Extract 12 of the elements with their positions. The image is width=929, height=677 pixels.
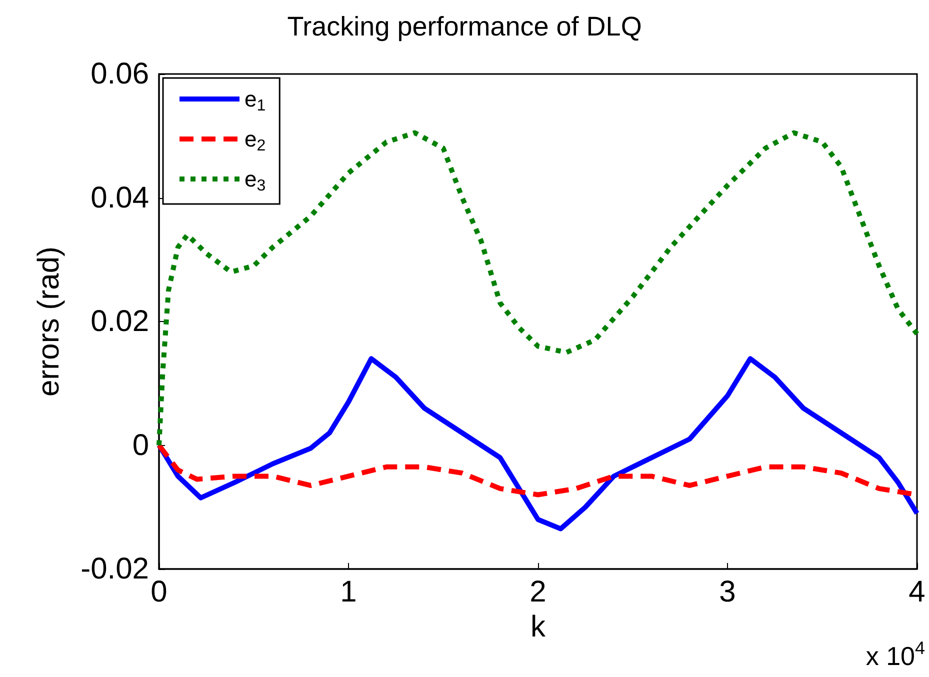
x-tick-label: 4: [908, 576, 926, 608]
x-tick-label: 1: [340, 576, 357, 608]
y-tick-label: 0: [132, 428, 149, 462]
x-tick-label: 3: [719, 576, 736, 608]
y-tick-label: 0.02: [90, 305, 149, 338]
y-tick-label: 0.04: [90, 181, 149, 214]
y-tick-label: 0.06: [90, 58, 149, 90]
x-axis-title: k: [530, 610, 546, 644]
y-axis-title: errors (rad): [32, 246, 66, 397]
x-tick-label: 2: [530, 576, 546, 608]
y-tick-label: -0.02: [80, 552, 149, 586]
chart-title: Tracking performance of DLQ: [287, 12, 642, 42]
